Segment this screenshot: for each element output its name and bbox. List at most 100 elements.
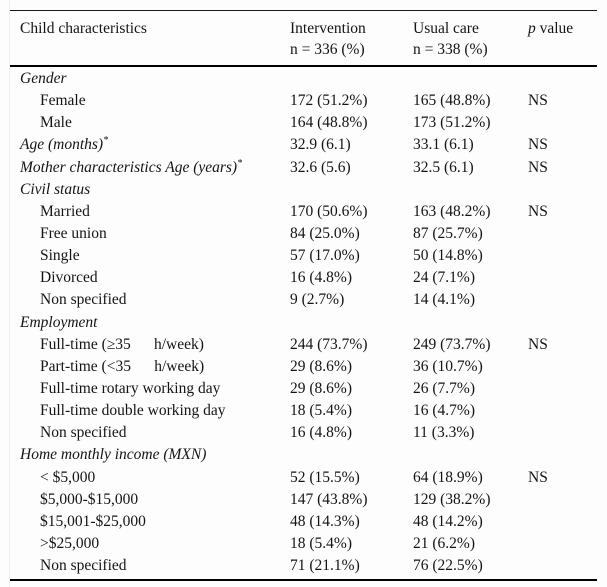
cell-p-value xyxy=(528,68,597,90)
cell-p-value xyxy=(528,245,597,267)
table-row: Gender xyxy=(10,68,597,90)
cell-usual-care: 129 (38.2%) xyxy=(413,490,491,508)
table-row: Home monthly income (MXN) xyxy=(10,444,597,466)
cell-p-value xyxy=(528,489,597,511)
table-row: Married 170 (50.6%) 163 (48.2%) NS xyxy=(10,201,597,223)
row-label: $5,000-$15,000 xyxy=(40,490,139,508)
cell-intervention: 29 (8.6%) xyxy=(290,379,352,397)
cell-usual-care xyxy=(413,444,528,466)
cell-usual-care: 11 (3.3%) xyxy=(413,424,475,442)
cell-p-value xyxy=(528,223,597,245)
table-row: $15,001-$25,000 48 (14.3%) 48 (14.2%) xyxy=(10,511,597,533)
cell-intervention xyxy=(290,68,413,90)
cell-usual-care: 32.5 (6.1) xyxy=(413,158,474,176)
cell-usual-care: 33.1 (6.1) xyxy=(413,136,474,154)
cell-usual-care: 87 (25.7%) xyxy=(413,224,483,242)
cell-p-value xyxy=(528,400,597,422)
cell-intervention: 147 (43.8%) xyxy=(290,490,368,508)
row-label: Male xyxy=(40,114,72,132)
header-child-characteristics: Child characteristics xyxy=(20,20,147,37)
row-label: Divorced xyxy=(40,269,98,287)
cell-intervention: 29 (8.6%) xyxy=(290,357,352,375)
cell-intervention: 244 (73.7%) xyxy=(290,335,368,353)
cell-intervention: 16 (4.8%) xyxy=(290,424,352,442)
row-label: Full-time rotary working day xyxy=(40,379,221,397)
child-characteristics-table: Child characteristics Intervention n = 3… xyxy=(10,10,597,582)
header-p-value-p: p xyxy=(528,20,536,37)
cell-intervention xyxy=(290,312,413,334)
cell-intervention: 18 (5.4%) xyxy=(290,534,352,552)
row-label: Part-time (<35 h/week) xyxy=(40,357,205,375)
header-usual-care: Usual care n = 338 (%) xyxy=(413,18,528,60)
header-intervention: Intervention n = 336 (%) xyxy=(290,18,413,60)
row-label: Mother characteristics Age (years)* xyxy=(20,157,243,176)
row-label: Gender xyxy=(20,70,67,87)
row-label: Home monthly income (MXN) xyxy=(20,446,207,464)
table-row: Non specified 16 (4.8%) 11 (3.3%) xyxy=(10,422,597,444)
row-label: Civil status xyxy=(20,180,91,198)
cell-usual-care: 163 (48.2%) xyxy=(413,202,491,220)
table-row: Full-time rotary working day 29 (8.6%) 2… xyxy=(10,378,597,400)
cell-usual-care: 64 (18.9%) xyxy=(413,468,483,486)
table-row: Employment xyxy=(10,312,597,334)
row-label: Single xyxy=(40,247,80,265)
header-p-value: p value xyxy=(528,18,597,60)
cell-usual-care: 26 (7.7%) xyxy=(413,379,475,397)
cell-usual-care xyxy=(413,312,528,334)
cell-p-value xyxy=(528,555,597,577)
row-label: Free union xyxy=(40,224,107,242)
cell-usual-care xyxy=(413,68,528,90)
cell-p-value: NS xyxy=(528,92,548,110)
cell-p-value: NS xyxy=(528,136,548,154)
cell-usual-care: 14 (4.1%) xyxy=(413,291,475,309)
cell-p-value xyxy=(528,112,597,134)
table-row: Full-time double working day 18 (5.4%) 1… xyxy=(10,400,597,422)
table-row: Full-time (≥35 h/week) 244 (73.7%) 249 (… xyxy=(10,334,597,356)
cell-intervention xyxy=(290,179,413,201)
header-usual-care-n: n = 338 (%) xyxy=(413,41,488,58)
header-intervention-label: Intervention xyxy=(290,20,366,37)
cell-p-value xyxy=(528,378,597,400)
cell-usual-care: 76 (22.5%) xyxy=(413,557,483,575)
cell-p-value: NS xyxy=(528,335,548,353)
cell-usual-care: 16 (4.7%) xyxy=(413,402,475,420)
cell-usual-care: 249 (73.7%) xyxy=(413,335,491,353)
cell-intervention: 32.6 (5.6) xyxy=(290,158,351,176)
cell-intervention: 32.9 (6.1) xyxy=(290,136,351,154)
header-intervention-n: n = 336 (%) xyxy=(290,41,365,58)
row-label: Non specified xyxy=(40,291,127,309)
cell-intervention: 18 (5.4%) xyxy=(290,402,352,420)
table-row: Civil status xyxy=(10,179,597,201)
row-label: >$25,000 xyxy=(40,534,100,552)
page-left-edge-line xyxy=(9,0,10,587)
table-row: < $5,000 52 (15.5%) 64 (18.9%) NS xyxy=(10,467,597,489)
table-header: Child characteristics Intervention n = 3… xyxy=(10,11,597,67)
cell-p-value xyxy=(528,289,597,311)
cell-usual-care xyxy=(413,179,528,201)
table-row: Non specified 9 (2.7%) 14 (4.1%) xyxy=(10,289,597,311)
row-label: $15,001-$25,000 xyxy=(40,512,146,530)
cell-p-value: NS xyxy=(528,468,548,486)
cell-intervention: 170 (50.6%) xyxy=(290,202,368,220)
header-p-value-rest: value xyxy=(535,20,574,37)
cell-p-value: NS xyxy=(528,202,548,220)
cell-intervention: 57 (17.0%) xyxy=(290,247,360,265)
row-label: Married xyxy=(40,202,90,220)
row-label: < $5,000 xyxy=(40,468,96,486)
cell-usual-care: 50 (14.8%) xyxy=(413,247,483,265)
cell-usual-care: 24 (7.1%) xyxy=(413,269,475,287)
table-row: Age (months)* 32.9 (6.1) 33.1 (6.1) NS xyxy=(10,134,597,156)
cell-p-value: NS xyxy=(528,158,548,176)
cell-usual-care: 21 (6.2%) xyxy=(413,534,475,552)
row-label: Non specified xyxy=(40,424,127,442)
cell-intervention: 16 (4.8%) xyxy=(290,269,352,287)
row-label: Full-time (≥35 h/week) xyxy=(40,335,204,353)
row-label: Non specified xyxy=(40,557,127,575)
cell-usual-care: 48 (14.2%) xyxy=(413,512,483,530)
table-row: >$25,000 18 (5.4%) 21 (6.2%) xyxy=(10,533,597,555)
cell-intervention: 84 (25.0%) xyxy=(290,224,360,242)
table-row: $5,000-$15,000 147 (43.8%) 129 (38.2%) xyxy=(10,489,597,511)
cell-p-value xyxy=(528,533,597,555)
row-label: Full-time double working day xyxy=(40,402,226,420)
table-row: Female 172 (51.2%) 165 (48.8%) NS xyxy=(10,90,597,112)
